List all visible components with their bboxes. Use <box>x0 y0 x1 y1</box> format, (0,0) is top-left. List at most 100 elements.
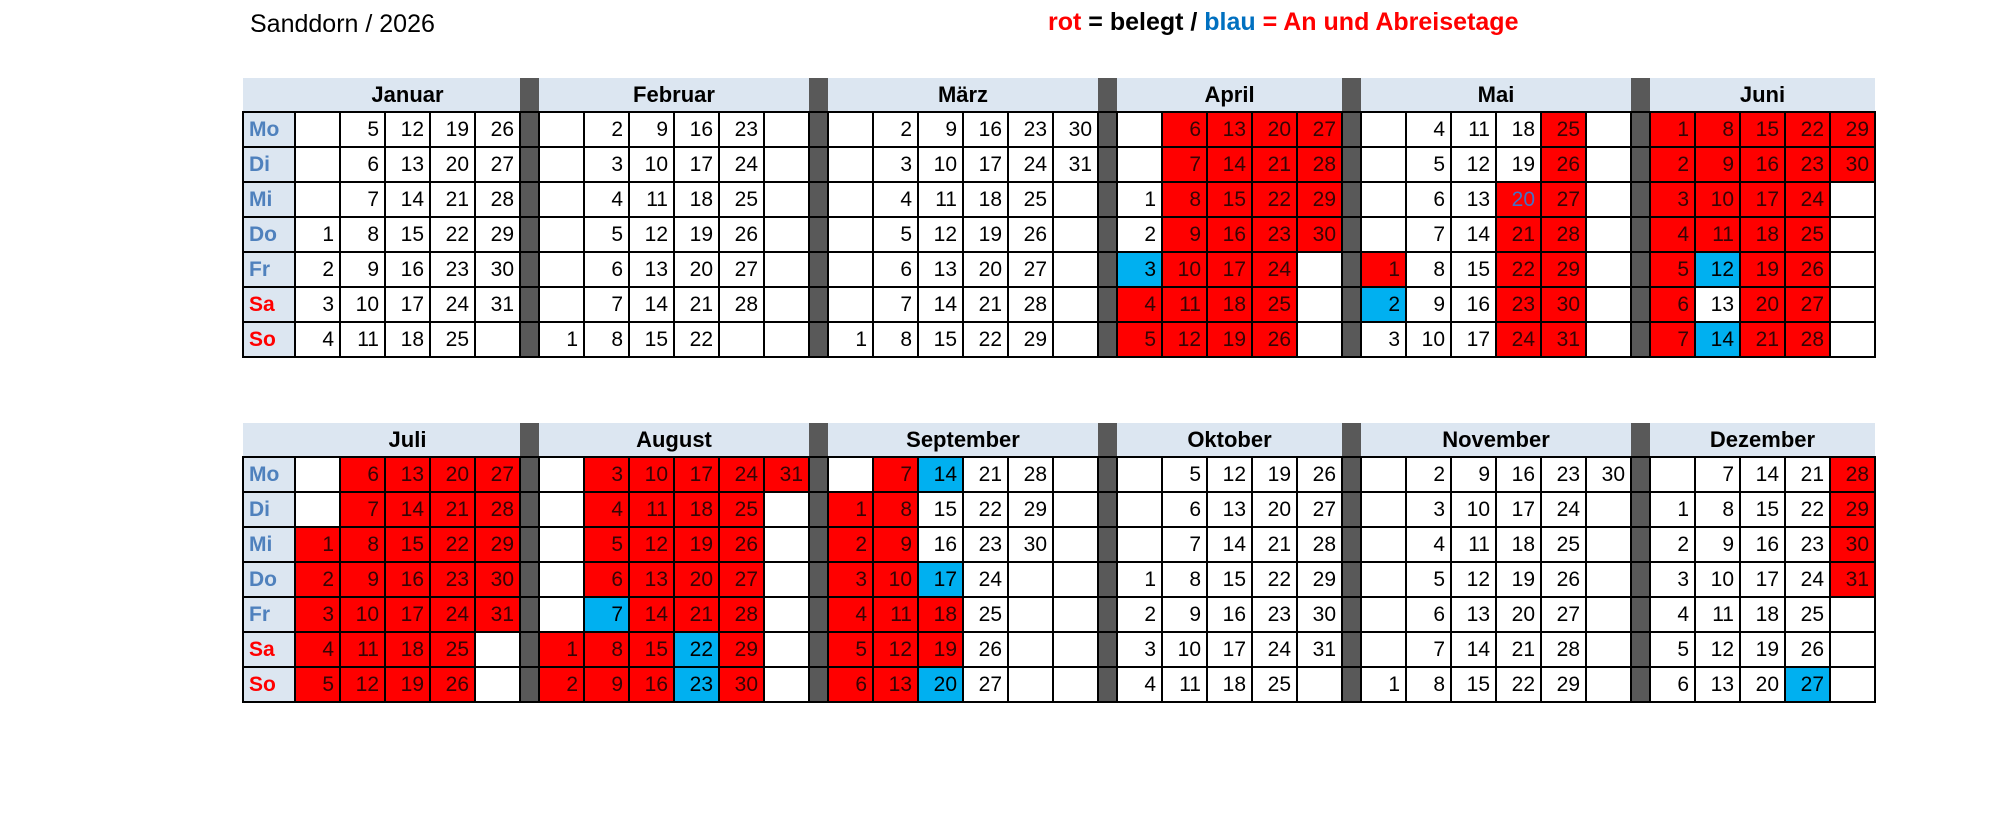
day-cell <box>827 111 874 148</box>
day-cell: 29 <box>1829 491 1876 528</box>
day-cell <box>1585 181 1632 218</box>
day-cell: 25 <box>1784 216 1831 253</box>
day-cell: 27 <box>474 146 521 183</box>
day-cell <box>827 456 874 493</box>
day-cell: 1 <box>294 216 341 253</box>
day-cell: 24 <box>1251 631 1298 668</box>
day-cell: 6 <box>583 561 630 598</box>
day-cell: 30 <box>474 251 521 288</box>
day-cell: 13 <box>628 251 675 288</box>
month-separator <box>1630 491 1651 528</box>
day-cell: 17 <box>384 596 431 633</box>
day-cell <box>538 111 585 148</box>
corner-cell <box>243 78 295 112</box>
day-cell: 6 <box>1649 666 1696 703</box>
day-cell: 23 <box>962 526 1009 563</box>
month-header-januar: Januar <box>295 78 520 112</box>
day-cell: 11 <box>628 181 675 218</box>
month-separator <box>1631 423 1650 457</box>
day-cell: 2 <box>294 251 341 288</box>
month-separator <box>1097 561 1118 598</box>
day-cell: 3 <box>1405 491 1452 528</box>
day-cell <box>538 181 585 218</box>
month-header-mai: Mai <box>1361 78 1631 112</box>
day-cell: 17 <box>673 456 720 493</box>
day-cell: 12 <box>872 631 919 668</box>
day-cell <box>1360 596 1407 633</box>
day-cell <box>763 146 810 183</box>
day-cell: 30 <box>1007 526 1054 563</box>
weekday-label-so: So <box>242 666 296 703</box>
day-cell <box>1360 491 1407 528</box>
day-cell: 19 <box>1251 456 1298 493</box>
day-cell: 1 <box>1116 561 1163 598</box>
day-cell: 1 <box>827 321 874 358</box>
day-cell <box>1585 286 1632 323</box>
day-cell <box>538 491 585 528</box>
corner-cell <box>243 423 295 457</box>
day-cell: 4 <box>1649 596 1696 633</box>
legend-part: = An und Abreisetage <box>1255 8 1519 36</box>
day-cell: 2 <box>1649 526 1696 563</box>
weekday-label-so: So <box>242 321 296 358</box>
day-cell: 24 <box>1495 321 1542 358</box>
day-cell: 2 <box>583 111 630 148</box>
day-cell: 7 <box>872 456 919 493</box>
day-cell: 4 <box>827 596 874 633</box>
month-separator <box>519 321 540 358</box>
day-cell: 21 <box>1495 631 1542 668</box>
day-cell: 18 <box>384 321 431 358</box>
day-cell: 20 <box>1251 491 1298 528</box>
day-cell: 11 <box>1450 526 1497 563</box>
weekday-row-mi: Mi 1 8 15 22 29 5 12 19 26 2 9 16 23 30 7 14 21 28 4 11 18 25 2… <box>242 526 1876 563</box>
day-cell: 7 <box>1405 631 1452 668</box>
day-cell: 16 <box>917 526 964 563</box>
day-cell: 10 <box>1694 561 1741 598</box>
day-cell: 17 <box>1739 181 1786 218</box>
month-separator <box>1630 181 1651 218</box>
day-cell: 10 <box>628 146 675 183</box>
day-cell: 5 <box>339 111 386 148</box>
month-separator <box>1097 666 1118 703</box>
day-cell <box>763 491 810 528</box>
day-cell: 21 <box>429 181 476 218</box>
day-cell: 18 <box>962 181 1009 218</box>
day-cell: 15 <box>384 526 431 563</box>
day-cell <box>1116 456 1163 493</box>
day-cell: 19 <box>1739 631 1786 668</box>
month-separator <box>1630 321 1651 358</box>
day-cell: 13 <box>917 251 964 288</box>
day-cell: 15 <box>1739 111 1786 148</box>
day-cell <box>1829 216 1876 253</box>
month-header-maerz: März <box>828 78 1098 112</box>
day-cell: 19 <box>673 526 720 563</box>
day-cell: 3 <box>583 146 630 183</box>
day-cell <box>1585 631 1632 668</box>
month-separator <box>520 423 539 457</box>
day-cell: 7 <box>583 596 630 633</box>
day-cell <box>1052 181 1099 218</box>
day-cell <box>1052 596 1099 633</box>
month-separator <box>1341 321 1362 358</box>
month-separator <box>808 216 829 253</box>
day-cell: 7 <box>1161 146 1208 183</box>
day-cell: 5 <box>1161 456 1208 493</box>
day-cell: 26 <box>962 631 1009 668</box>
day-cell: 6 <box>583 251 630 288</box>
day-cell: 18 <box>917 596 964 633</box>
day-cell: 27 <box>1540 596 1587 633</box>
day-cell: 26 <box>718 216 765 253</box>
day-cell: 9 <box>339 251 386 288</box>
day-cell <box>1585 561 1632 598</box>
day-cell: 30 <box>718 666 765 703</box>
weekday-label-fr: Fr <box>242 596 296 633</box>
day-cell <box>1829 596 1876 633</box>
day-cell <box>1829 181 1876 218</box>
weekday-label-sa: Sa <box>242 286 296 323</box>
day-cell <box>1007 666 1054 703</box>
day-cell: 4 <box>1405 111 1452 148</box>
month-separator <box>1097 321 1118 358</box>
month-separator <box>1097 631 1118 668</box>
month-header-oktober: Oktober <box>1117 423 1342 457</box>
weekday-row-fr: Fr 2 9 16 23 30 6 13 20 27 6 13 20 27 3 10 17 24 1 8 15 22 29 5… <box>242 251 1876 288</box>
